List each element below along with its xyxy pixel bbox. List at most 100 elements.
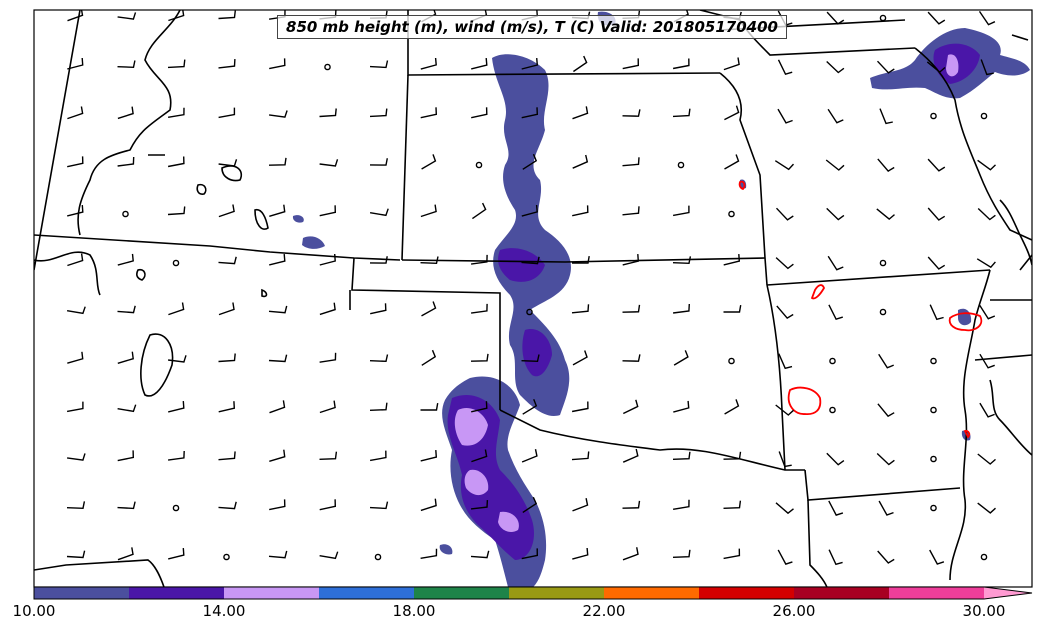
border-oklahoma-east xyxy=(766,284,786,471)
wind-barb xyxy=(471,254,488,265)
wind-barb xyxy=(420,548,438,559)
wind-barb xyxy=(67,106,84,120)
wind-barb xyxy=(927,11,946,25)
wind-barb xyxy=(622,547,639,561)
colorbar-segment xyxy=(319,587,414,599)
wind-barb xyxy=(117,450,135,462)
wind-barb xyxy=(319,205,337,217)
wind-barb xyxy=(168,355,187,363)
wind-barb xyxy=(825,159,845,171)
wind-barb xyxy=(117,60,136,69)
precip-band-north xyxy=(492,54,571,416)
precip-cell-1 xyxy=(302,236,325,249)
wind-barb xyxy=(420,57,437,70)
wind-barb xyxy=(876,208,895,221)
wind-barb xyxy=(369,256,388,264)
wind-barb xyxy=(622,58,640,70)
wind-barb xyxy=(521,204,538,217)
border-missouri-south xyxy=(766,269,991,286)
wind-barb xyxy=(269,449,286,462)
wind-barb xyxy=(117,12,137,20)
border-mississippi-river xyxy=(949,269,991,581)
wind-barb xyxy=(777,59,793,76)
wind-barb xyxy=(218,451,236,461)
wind-barb xyxy=(723,548,741,560)
wind-barb xyxy=(319,499,337,511)
terrain-blob-4 xyxy=(136,268,146,281)
colorbar-outline xyxy=(33,586,1033,600)
wind-barb xyxy=(980,59,994,76)
wind-barb xyxy=(470,353,489,362)
wind-barb xyxy=(268,157,287,166)
wind-barb xyxy=(826,207,845,221)
wind-barb xyxy=(672,451,691,460)
wind-barb xyxy=(117,404,137,413)
wind-barb xyxy=(778,451,792,468)
calm-wind-circle xyxy=(122,210,129,218)
colorbar xyxy=(33,586,1033,600)
wind-barb xyxy=(269,58,286,70)
wind-barb xyxy=(724,154,740,170)
wind-barb xyxy=(521,449,538,463)
calm-wind-circle xyxy=(526,308,533,316)
wind-barb xyxy=(827,255,844,271)
terrain-ne-small xyxy=(1011,34,1029,41)
wind-barb xyxy=(672,499,690,510)
wind-barb xyxy=(876,60,895,74)
wind-barb xyxy=(319,159,339,167)
wind-barb xyxy=(878,500,894,516)
wind-barb xyxy=(319,451,338,460)
calm-wind-circle xyxy=(930,406,937,414)
wind-barb xyxy=(723,500,742,509)
wind-barb xyxy=(168,548,185,560)
wind-barb xyxy=(622,399,639,415)
precip-peak-3 xyxy=(498,511,519,533)
terrain-contour-bighorn xyxy=(140,333,174,397)
wind-barb xyxy=(168,450,185,461)
calm-wind-circle xyxy=(930,455,937,463)
wind-barb xyxy=(572,205,589,217)
precip-peak-2 xyxy=(464,469,489,496)
wind-barb xyxy=(572,350,588,366)
wind-barb xyxy=(369,354,389,363)
wind-barb xyxy=(218,353,236,363)
wind-barb xyxy=(66,306,86,315)
wind-barb xyxy=(319,352,337,363)
wind-barb xyxy=(522,399,538,415)
colorbar-segment xyxy=(889,587,984,599)
wind-barb xyxy=(572,255,590,264)
colorbar-segment xyxy=(509,587,604,599)
wind-barb xyxy=(268,550,288,559)
border-kansas-south xyxy=(401,257,766,263)
border-iowa-missouri xyxy=(719,72,766,259)
colorbar-tick-label: 30.00 xyxy=(962,602,1006,620)
wind-barb xyxy=(673,350,689,366)
wind-barb xyxy=(826,60,845,74)
wind-barb xyxy=(67,205,84,217)
calm-wind-circle xyxy=(879,259,887,267)
temp-contour-4 xyxy=(738,180,746,191)
wind-barb xyxy=(926,61,946,74)
calm-wind-circle xyxy=(475,161,483,169)
wind-barb xyxy=(218,107,236,119)
precip-cell-4 xyxy=(958,308,972,326)
wind-barb xyxy=(572,547,589,560)
wind-barb xyxy=(66,401,84,413)
wind-barb xyxy=(269,499,286,511)
wind-barb xyxy=(572,154,589,169)
wind-barb xyxy=(420,402,439,411)
wind-barb xyxy=(927,207,946,221)
wind-barb xyxy=(268,354,288,363)
wind-barb xyxy=(976,258,996,269)
temp-contour-3 xyxy=(810,284,825,300)
wind-barb xyxy=(117,253,134,266)
calm-wind-circle xyxy=(879,308,887,316)
calm-wind-circle xyxy=(728,357,735,365)
wind-barb xyxy=(421,349,437,366)
calm-wind-circle xyxy=(172,259,180,267)
wind-barb xyxy=(826,452,845,466)
colorbar-segment xyxy=(224,587,319,599)
wind-barb xyxy=(572,498,589,512)
wind-barb xyxy=(117,351,134,364)
colorbar-tick-label: 26.00 xyxy=(772,602,816,620)
